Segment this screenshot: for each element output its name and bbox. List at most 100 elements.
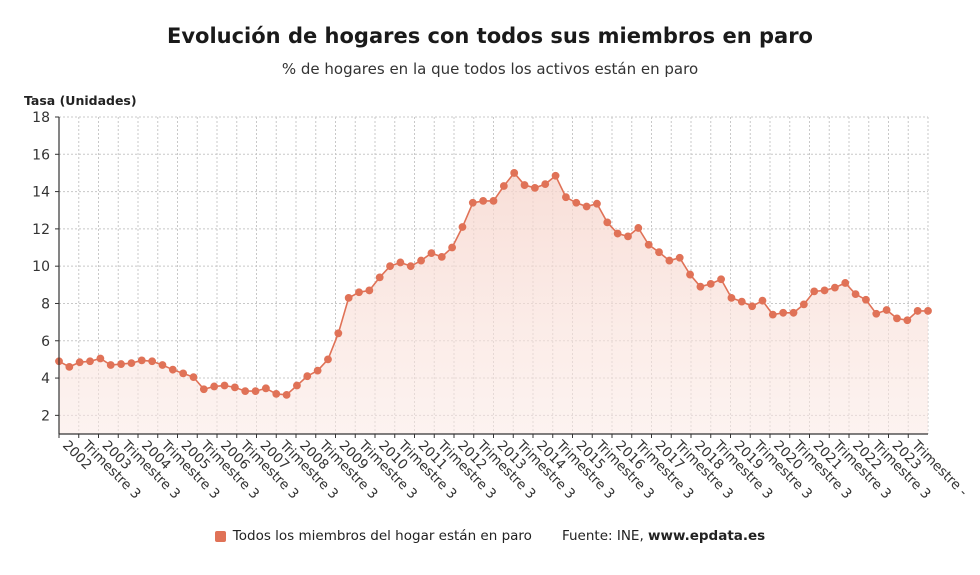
data-point[interactable] <box>396 258 405 267</box>
data-point[interactable] <box>665 256 674 265</box>
data-point[interactable] <box>117 360 125 368</box>
data-point[interactable] <box>655 248 663 257</box>
data-point[interactable] <box>779 308 788 317</box>
data-point[interactable] <box>706 279 715 288</box>
data-point[interactable] <box>520 181 529 189</box>
data-point[interactable] <box>344 293 353 302</box>
data-point[interactable] <box>334 329 343 338</box>
data-point[interactable] <box>199 385 208 394</box>
data-point[interactable] <box>168 365 177 374</box>
y-axis-ticks: 2 4 6 8 10 12 14 16 18 <box>32 110 59 424</box>
area-path <box>59 172 928 435</box>
data-point[interactable] <box>458 223 467 231</box>
data-point[interactable] <box>799 300 808 309</box>
data-point[interactable] <box>603 218 612 227</box>
y-tick-label: 18 <box>32 110 50 126</box>
data-point[interactable] <box>489 197 498 205</box>
data-point[interactable] <box>427 249 436 258</box>
data-point[interactable] <box>406 262 415 271</box>
data-point[interactable] <box>758 296 767 305</box>
y-tick-label: 16 <box>32 147 50 163</box>
data-point[interactable] <box>375 273 384 282</box>
data-point[interactable] <box>65 362 74 371</box>
legend-swatch <box>214 530 226 542</box>
data-point[interactable] <box>593 199 601 208</box>
data-point[interactable] <box>437 252 446 261</box>
data-point[interactable] <box>499 182 508 190</box>
data-point[interactable] <box>675 253 684 262</box>
data-point[interactable] <box>75 358 84 367</box>
data-point[interactable] <box>96 354 105 363</box>
data-point[interactable] <box>417 256 425 265</box>
data-point[interactable] <box>872 309 881 318</box>
data-point[interactable] <box>893 314 901 323</box>
data-point[interactable] <box>644 240 653 249</box>
data-point[interactable] <box>158 361 167 369</box>
data-point[interactable] <box>179 369 188 378</box>
data-point[interactable] <box>189 373 198 382</box>
data-point[interactable] <box>303 372 312 381</box>
data-point[interactable] <box>696 282 705 291</box>
y-tick-label: 12 <box>32 222 50 238</box>
data-point[interactable] <box>748 302 757 311</box>
data-point[interactable] <box>386 262 394 271</box>
data-point[interactable] <box>230 383 239 392</box>
data-points <box>55 169 932 399</box>
data-point[interactable] <box>86 357 94 366</box>
y-tick-label: 8 <box>41 296 50 312</box>
data-point[interactable] <box>737 297 746 306</box>
data-point[interactable] <box>272 390 281 398</box>
data-point[interactable] <box>810 287 819 296</box>
data-point[interactable] <box>830 283 839 292</box>
data-point[interactable] <box>851 290 860 299</box>
chart-subtitle: % de hogares en la que todos los activos… <box>281 60 699 78</box>
data-point[interactable] <box>479 197 488 205</box>
data-point[interactable] <box>127 359 136 368</box>
data-point[interactable] <box>727 293 736 302</box>
data-point[interactable] <box>220 381 229 390</box>
data-point[interactable] <box>293 381 301 390</box>
data-point[interactable] <box>582 202 591 211</box>
data-point[interactable] <box>789 308 798 317</box>
y-axis-title: Tasa (Unidades) <box>24 93 137 108</box>
data-point[interactable] <box>903 316 912 325</box>
data-point[interactable] <box>841 279 850 287</box>
data-point[interactable] <box>882 306 891 314</box>
data-point[interactable] <box>148 357 157 366</box>
data-point[interactable] <box>282 390 291 399</box>
data-point[interactable] <box>634 224 643 232</box>
data-point[interactable] <box>530 183 539 192</box>
data-point[interactable] <box>913 307 922 315</box>
data-point[interactable] <box>355 288 363 297</box>
data-point[interactable] <box>613 229 622 238</box>
data-point[interactable] <box>551 171 560 180</box>
data-point[interactable] <box>768 310 777 319</box>
data-point[interactable] <box>468 198 477 207</box>
data-point[interactable] <box>106 361 115 369</box>
data-point[interactable] <box>624 232 632 241</box>
source-prefix: Fuente: INE, <box>561 528 644 544</box>
data-point[interactable] <box>365 286 374 295</box>
data-point[interactable] <box>324 355 332 364</box>
data-point[interactable] <box>448 243 457 252</box>
data-point[interactable] <box>313 366 322 375</box>
data-point[interactable] <box>541 180 550 189</box>
data-point[interactable] <box>510 169 519 177</box>
data-point[interactable] <box>572 198 581 207</box>
data-point[interactable] <box>820 286 829 295</box>
data-point[interactable] <box>924 307 932 315</box>
y-tick-label: 14 <box>32 185 50 201</box>
data-point[interactable] <box>686 270 694 279</box>
data-point[interactable] <box>241 387 250 396</box>
data-point[interactable] <box>251 387 260 396</box>
data-point[interactable] <box>717 275 725 284</box>
data-point[interactable] <box>137 356 146 365</box>
data-point[interactable] <box>262 384 270 393</box>
data-point[interactable] <box>210 382 219 391</box>
data-point[interactable] <box>862 295 870 304</box>
legend-label: Todos los miembros del hogar están en pa… <box>232 528 532 544</box>
data-point[interactable] <box>562 193 570 202</box>
chart-title: Evolución de hogares con todos sus miemb… <box>167 24 813 48</box>
